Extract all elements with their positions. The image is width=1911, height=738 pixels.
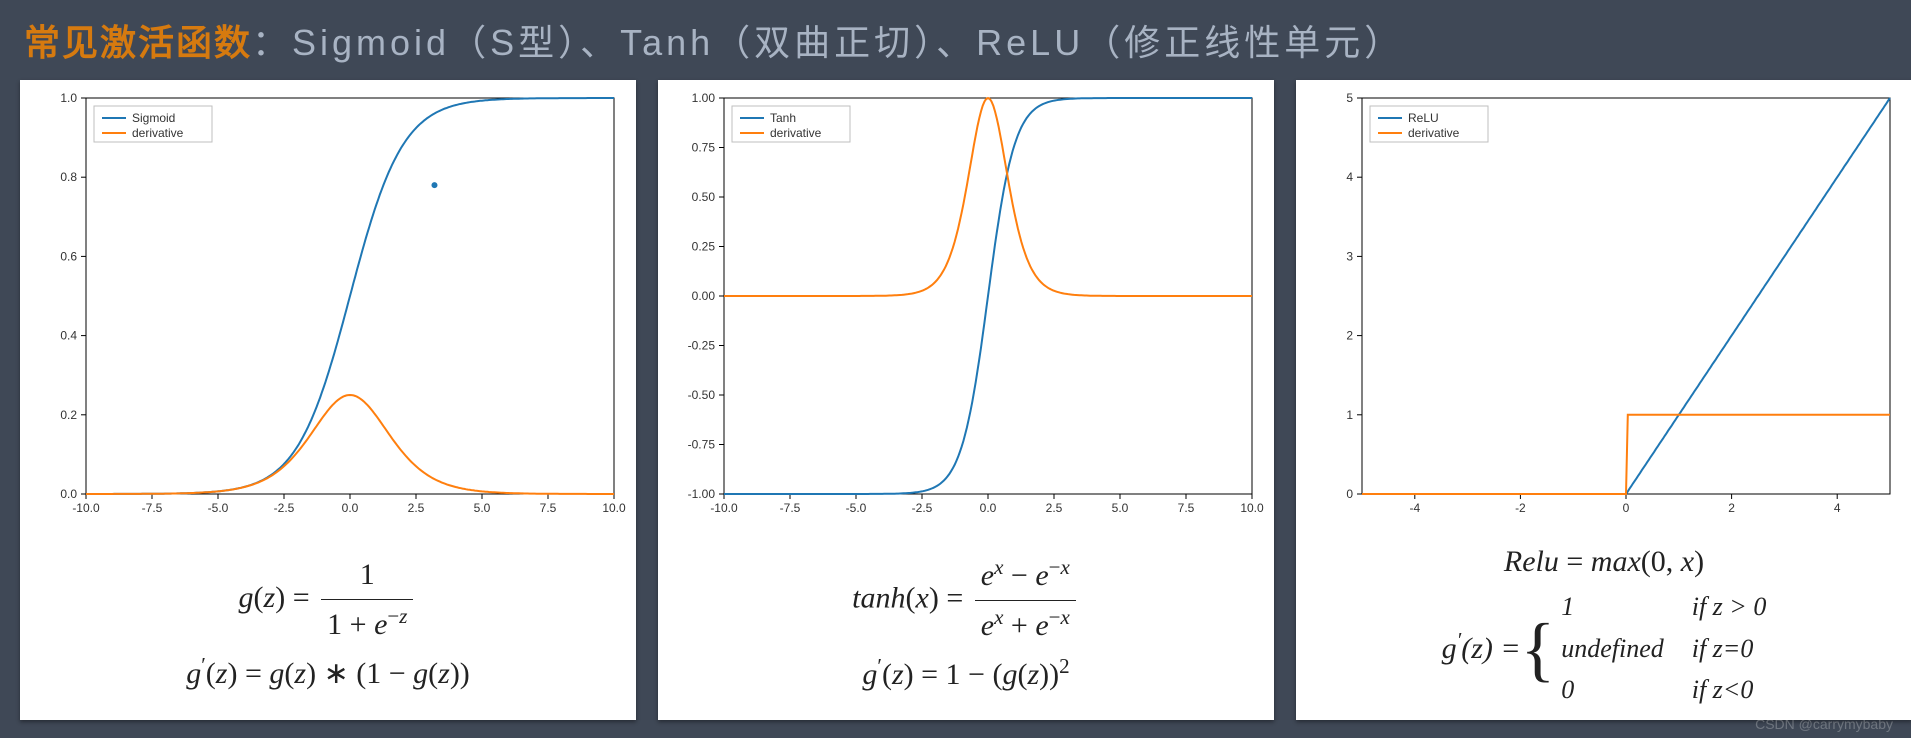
svg-text:-0.50: -0.50	[688, 388, 716, 402]
svg-text:10.0: 10.0	[1240, 501, 1264, 515]
svg-text:0.2: 0.2	[60, 408, 77, 422]
svg-text:-1.00: -1.00	[688, 487, 716, 501]
svg-text:-10.0: -10.0	[710, 501, 738, 515]
relu-eq2: g′(z) = { 1if z > 0undefinedif z=00if z<…	[1442, 586, 1767, 711]
panel-sigmoid: -10.0 -7.5 -5.0 -2.5 0.0 2.5 5.0 7.5 10.0 0.0 0.2 0…	[20, 80, 636, 720]
svg-text:Sigmoid: Sigmoid	[132, 111, 175, 125]
svg-text:-7.5: -7.5	[142, 501, 163, 515]
svg-text:2.5: 2.5	[408, 501, 425, 515]
chart-sigmoid: -10.0 -7.5 -5.0 -2.5 0.0 2.5 5.0 7.5 10.0 0.0 0.2 0…	[28, 88, 628, 533]
svg-text:-7.5: -7.5	[780, 501, 801, 515]
svg-text:0.25: 0.25	[692, 240, 716, 254]
svg-text:0: 0	[1346, 487, 1353, 501]
svg-text:-0.75: -0.75	[688, 438, 716, 452]
relu-eq1: Relu = max(0, x)	[1504, 538, 1704, 586]
svg-text:2.5: 2.5	[1046, 501, 1063, 515]
formula-tanh: tanh(x) = ex − e−xex + e−x g′(z) = 1 − (…	[666, 533, 1266, 716]
svg-text:5.0: 5.0	[474, 501, 491, 515]
svg-text:0.8: 0.8	[60, 170, 77, 184]
svg-text:7.5: 7.5	[540, 501, 557, 515]
svg-text:-0.25: -0.25	[688, 339, 716, 353]
svg-text:0.75: 0.75	[692, 141, 716, 155]
svg-text:-2.5: -2.5	[912, 501, 933, 515]
svg-text:10.0: 10.0	[602, 501, 626, 515]
svg-text:3: 3	[1346, 249, 1353, 263]
panel-relu: -4 -2 0 2 4 0 1 2 3 4 5 ReLUderivative Relu = max(0…	[1296, 80, 1911, 720]
svg-text:-5.0: -5.0	[846, 501, 867, 515]
chart-tanh: -10.0 -7.5 -5.0 -2.5 0.0 2.5 5.0 7.5 10.0 -1.00 -0…	[666, 88, 1266, 533]
svg-text:derivative: derivative	[770, 126, 822, 140]
svg-text:0: 0	[1623, 501, 1630, 515]
svg-text:-5.0: -5.0	[208, 501, 229, 515]
svg-text:0.6: 0.6	[60, 249, 77, 263]
slide: 常见激活函数：Sigmoid（S型）、Tanh（双曲正切）、ReLU（修正线性单…	[0, 0, 1911, 738]
title-rest: ：Sigmoid（S型）、Tanh（双曲正切）、ReLU（修正线性单元）	[252, 22, 1404, 63]
svg-text:0.0: 0.0	[980, 501, 997, 515]
svg-text:0.50: 0.50	[692, 190, 716, 204]
svg-text:7.5: 7.5	[1178, 501, 1195, 515]
svg-text:-2.5: -2.5	[274, 501, 295, 515]
sigmoid-eq2: g′(z) = g(z) ∗ (1 − g(z))	[186, 649, 470, 698]
svg-text:0.4: 0.4	[60, 329, 77, 343]
svg-text:0.0: 0.0	[60, 487, 77, 501]
svg-text:2: 2	[1728, 501, 1735, 515]
svg-text:0.0: 0.0	[342, 501, 359, 515]
tanh-eq2: g′(z) = 1 − (g(z))2	[862, 650, 1069, 699]
svg-text:derivative: derivative	[1408, 126, 1460, 140]
watermark: CSDN @carrymybaby	[1755, 716, 1893, 732]
sigmoid-eq1: g(z) = 11 + e−z	[239, 551, 418, 649]
svg-text:5: 5	[1346, 91, 1353, 105]
svg-text:0.00: 0.00	[692, 289, 716, 303]
formula-sigmoid: g(z) = 11 + e−z g′(z) = g(z) ∗ (1 − g(z)…	[28, 533, 628, 716]
slide-title: 常见激活函数：Sigmoid（S型）、Tanh（双曲正切）、ReLU（修正线性单…	[24, 14, 1891, 66]
svg-text:4: 4	[1346, 170, 1353, 184]
title-accent: 常见激活函数	[24, 22, 252, 63]
svg-text:-4: -4	[1409, 501, 1420, 515]
panel-tanh: -10.0 -7.5 -5.0 -2.5 0.0 2.5 5.0 7.5 10.0 -1.00 -0…	[658, 80, 1274, 720]
svg-text:5.0: 5.0	[1112, 501, 1129, 515]
svg-text:ReLU: ReLU	[1408, 111, 1439, 125]
svg-text:-2: -2	[1515, 501, 1526, 515]
svg-text:-10.0: -10.0	[72, 501, 100, 515]
svg-text:1.00: 1.00	[692, 91, 716, 105]
formula-relu: Relu = max(0, x) g′(z) = { 1if z > 0unde…	[1304, 533, 1904, 716]
chart-relu: -4 -2 0 2 4 0 1 2 3 4 5 ReLUderivative	[1304, 88, 1904, 533]
svg-text:1.0: 1.0	[60, 91, 77, 105]
svg-text:Tanh: Tanh	[770, 111, 796, 125]
svg-text:2: 2	[1346, 329, 1353, 343]
svg-text:1: 1	[1346, 408, 1353, 422]
svg-text:4: 4	[1834, 501, 1841, 515]
tanh-eq1: tanh(x) = ex − e−xex + e−x	[852, 551, 1080, 650]
panel-row: -10.0-7.5-5.0-2.50.02.55.07.510.00.00.20…	[20, 80, 1891, 720]
svg-text:derivative: derivative	[132, 126, 184, 140]
